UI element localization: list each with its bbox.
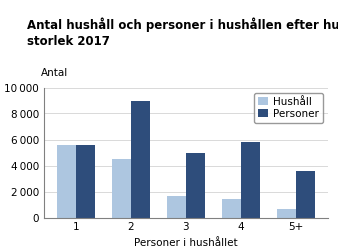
Bar <box>112 159 131 218</box>
Bar <box>167 196 186 218</box>
Legend: Hushåll, Personer: Hushåll, Personer <box>254 93 323 123</box>
Bar <box>186 153 205 218</box>
Bar <box>57 145 76 218</box>
Text: storlek 2017: storlek 2017 <box>27 35 110 48</box>
Bar <box>131 101 150 218</box>
Bar <box>276 209 296 218</box>
Bar <box>296 171 315 218</box>
Text: Antal hushåll och personer i hushållen efter hushållens: Antal hushåll och personer i hushållen e… <box>27 18 338 32</box>
Text: Antal: Antal <box>41 68 68 78</box>
X-axis label: Personer i hushållet: Personer i hushållet <box>134 238 238 248</box>
Bar <box>222 199 241 218</box>
Bar <box>241 142 260 218</box>
Bar <box>76 145 95 218</box>
